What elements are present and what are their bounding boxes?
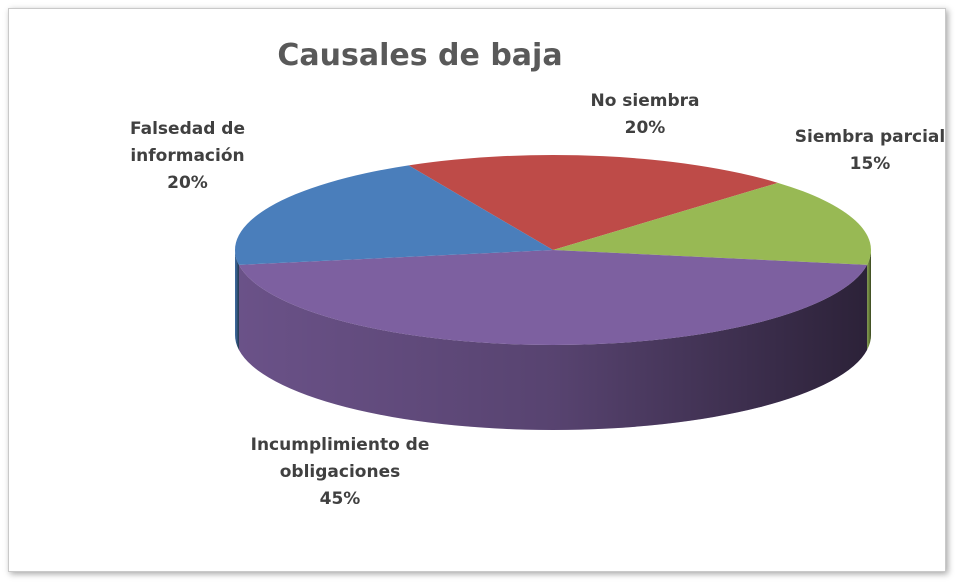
pie-slice bbox=[553, 182, 871, 265]
pie-side-shade bbox=[867, 250, 871, 350]
value-label: 45% bbox=[319, 489, 361, 509]
data-label: No siembra 20% bbox=[560, 88, 730, 142]
value-label: 15% bbox=[849, 154, 891, 174]
category-label: Incumplimiento de obligaciones bbox=[250, 435, 430, 482]
value-label: 20% bbox=[167, 173, 208, 193]
category-label: Siembra parcial bbox=[794, 127, 946, 147]
category-label: No siembra bbox=[590, 91, 700, 111]
pie-slice bbox=[238, 250, 868, 345]
category-label: Falsedad de información bbox=[130, 119, 245, 166]
pie-side-shade bbox=[235, 250, 239, 350]
pie-slice bbox=[408, 155, 778, 250]
data-label: Falsedad de información 20% bbox=[100, 116, 275, 197]
value-label: 20% bbox=[624, 118, 666, 138]
chart-title: Causales de baja bbox=[277, 38, 563, 73]
pie-side-shade bbox=[238, 264, 868, 430]
data-label: Siembra parcial 15% bbox=[780, 124, 955, 178]
pie-slice bbox=[234, 165, 553, 265]
data-label: Incumplimiento de obligaciones 45% bbox=[240, 432, 440, 513]
